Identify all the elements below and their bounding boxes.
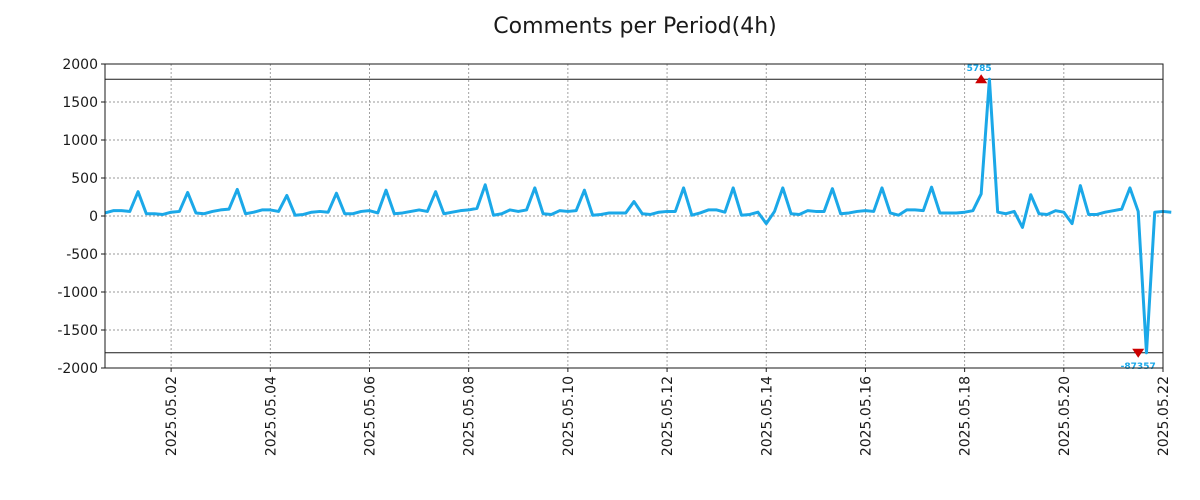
clip-layer: [105, 78, 1163, 354]
x-tick-label: 2025.05.22: [1156, 376, 1172, 456]
y-tick-label: -1500: [57, 323, 98, 339]
trough-marker: [1132, 348, 1145, 358]
x-tick-label: 2025.05.12: [660, 376, 676, 456]
series-line: [104, 77, 1172, 355]
peak-marker: [975, 74, 988, 84]
x-tick-label: 2025.05.10: [561, 376, 577, 456]
y-tick-label: 1000: [62, 133, 98, 149]
series-layer: [104, 77, 1172, 355]
x-tick-label: 2025.05.06: [363, 376, 379, 456]
y-tick-label: 1500: [62, 95, 98, 111]
x-tick-label: 2025.05.20: [1057, 376, 1073, 456]
x-tick-label: 2025.05.02: [164, 376, 180, 456]
peak-label: 5785: [967, 64, 992, 74]
x-tick-label: 2025.05.18: [958, 376, 974, 456]
y-tick-label: 500: [71, 171, 98, 187]
x-tick-label: 2025.05.16: [858, 376, 874, 456]
x-tick-label: 2025.05.04: [263, 376, 279, 456]
axis-layer: 2000 1500 1000 500 0 -500 -1000 -1500 -2000 2025.…: [57, 57, 1172, 456]
plot-frame: [104, 63, 1164, 369]
y-tick-label: -1000: [57, 285, 98, 301]
y-tick-label: -500: [66, 247, 98, 263]
chart-title: Comments per Period(4h): [493, 14, 777, 39]
y-tick-label: -2000: [57, 361, 98, 377]
y-tick-label: 0: [89, 209, 98, 225]
grid-layer: [105, 64, 1163, 368]
trough-label: -87357: [1121, 362, 1156, 372]
y-tick-label: 2000: [62, 57, 98, 73]
marker-layer: 5785 -87357: [967, 64, 1156, 372]
x-tick-label: 2025.05.08: [462, 376, 478, 456]
x-tick-label: 2025.05.14: [759, 376, 775, 456]
